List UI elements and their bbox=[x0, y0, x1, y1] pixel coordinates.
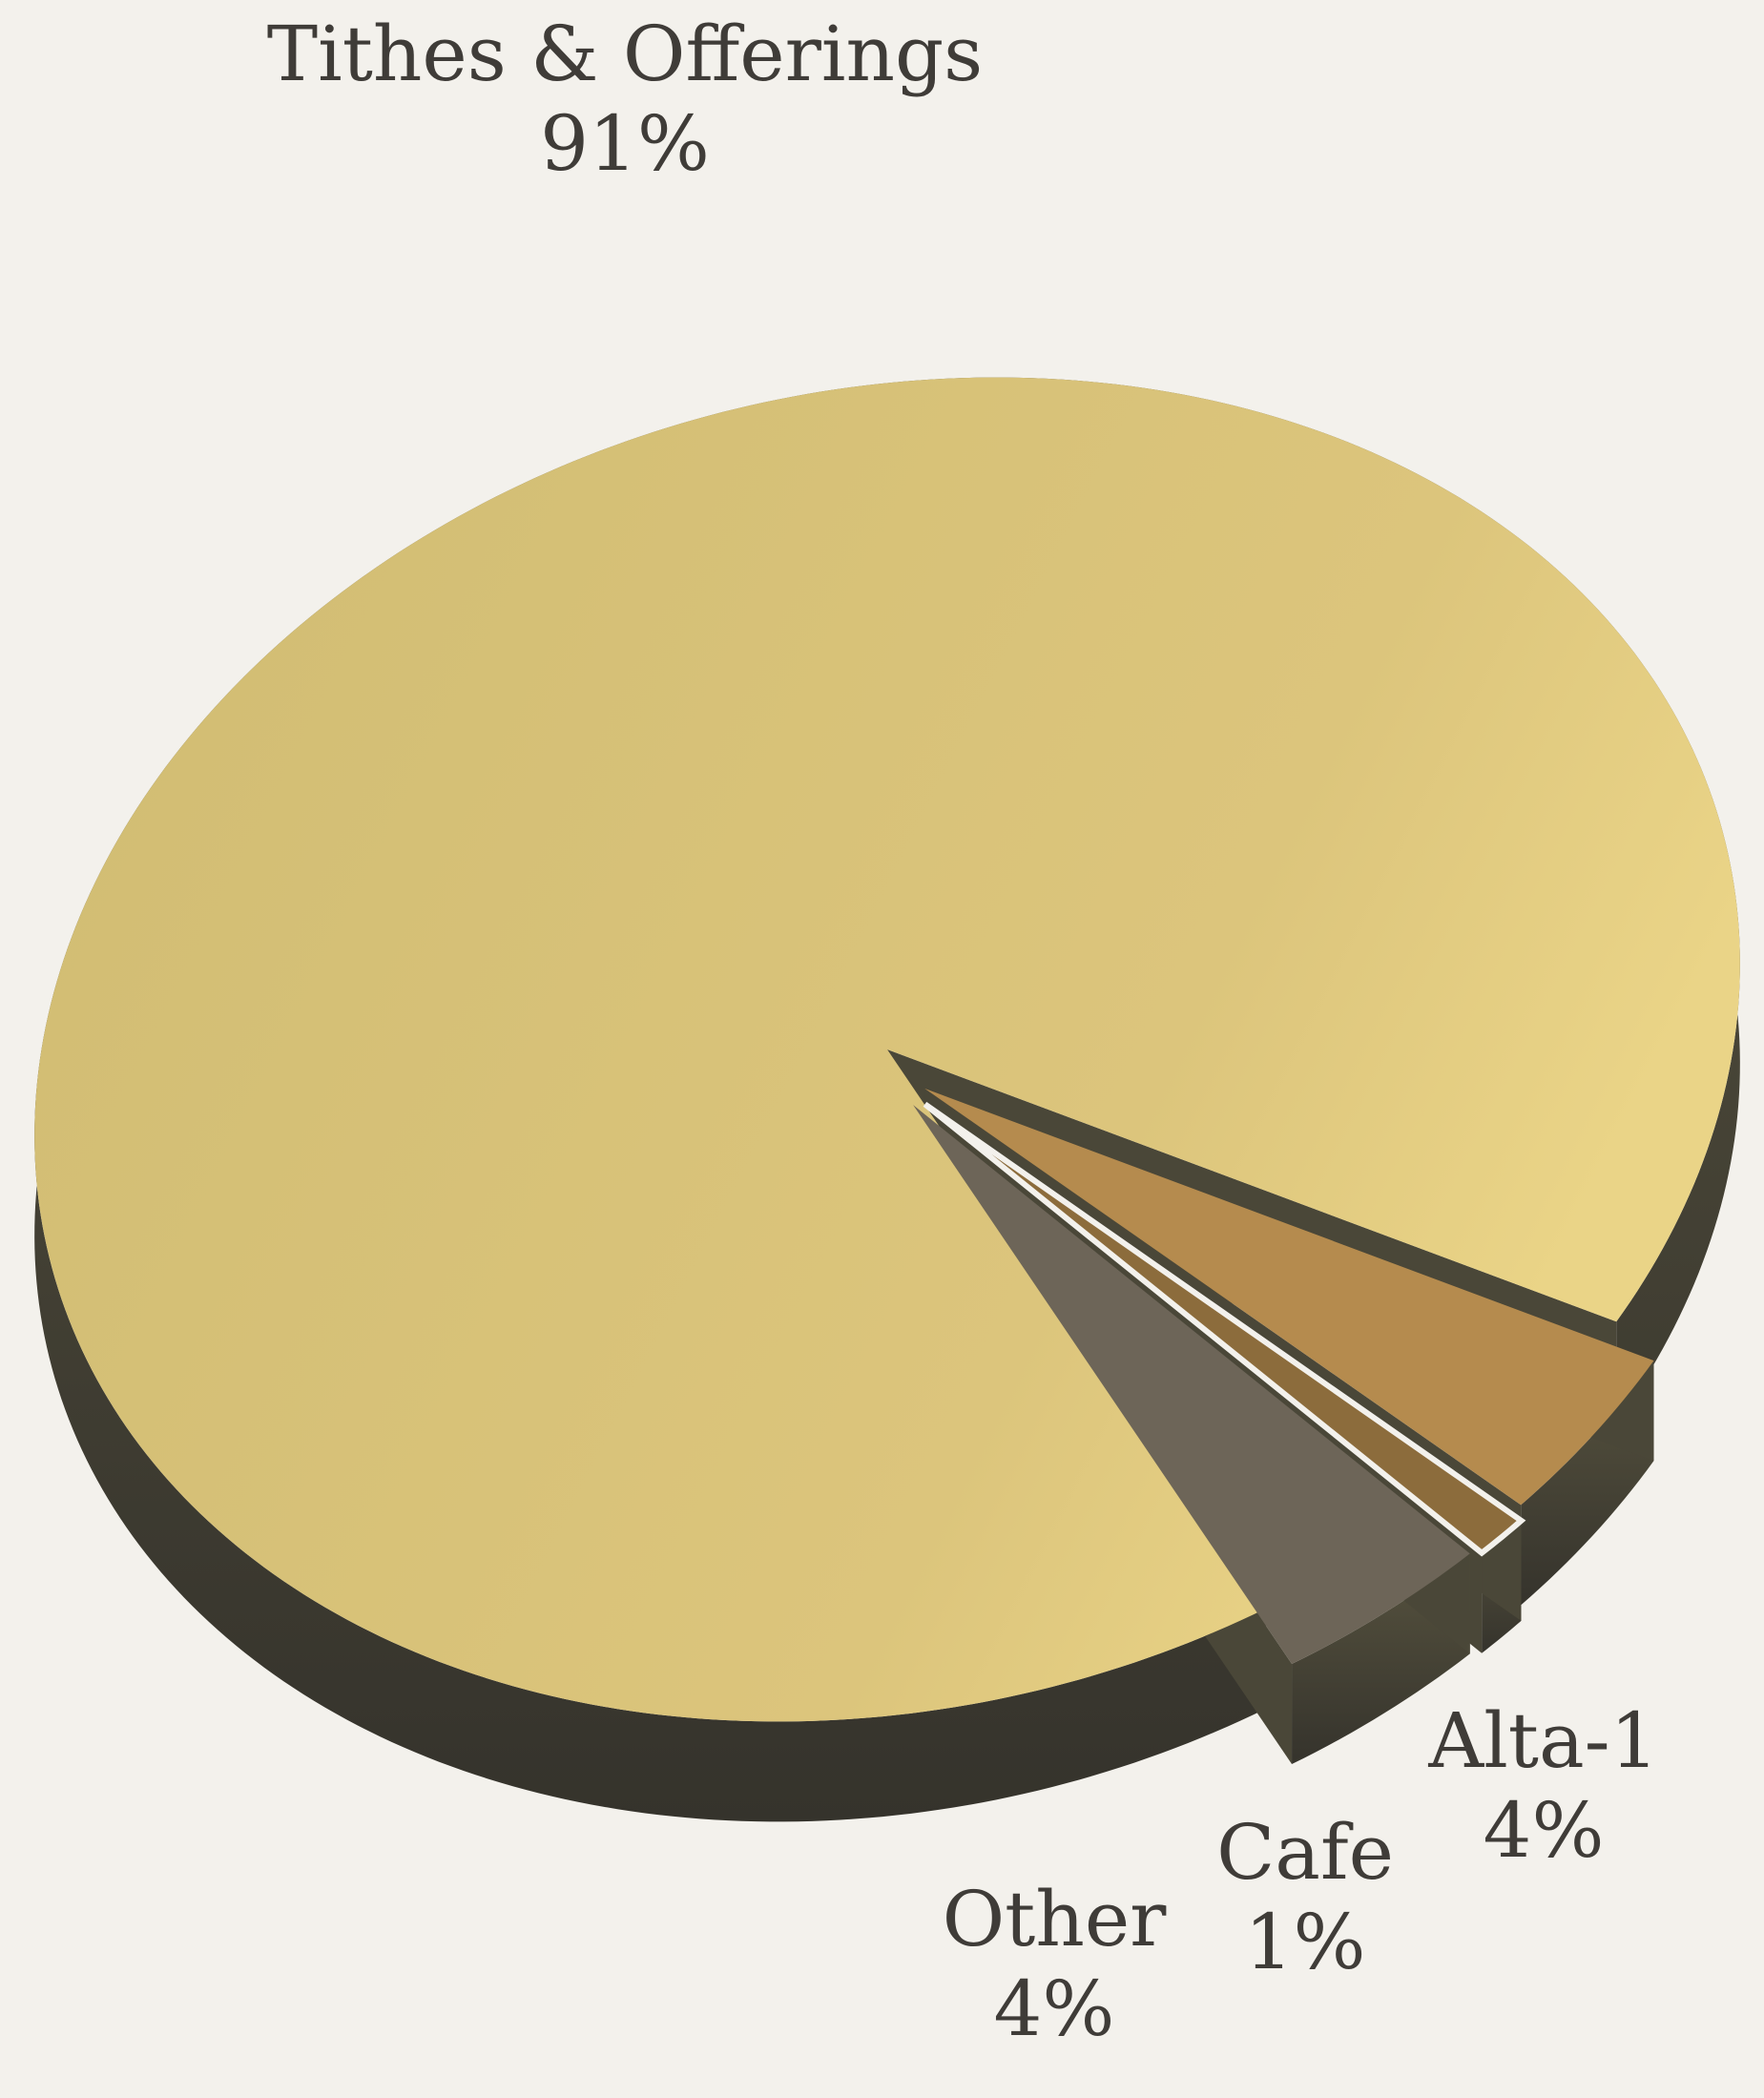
slice-alta-1 bbox=[924, 1088, 1654, 1506]
slice-label-value: 91% bbox=[540, 99, 710, 188]
slice-tithes-offerings bbox=[34, 377, 1740, 1722]
slice-cafe bbox=[923, 1101, 1526, 1557]
slice-other bbox=[913, 1105, 1470, 1665]
slice-label-value: 4% bbox=[993, 1964, 1115, 2053]
slice-label-cafe: Cafe 1% bbox=[1216, 1808, 1394, 1987]
slice-label-value: 1% bbox=[1244, 1898, 1366, 1986]
slice-label-other: Other 4% bbox=[943, 1875, 1167, 2054]
slice-label-value: 4% bbox=[1483, 1786, 1605, 1875]
slice-label-tithes-offerings: Tithes & Offerings 91% bbox=[267, 10, 983, 189]
slice-label-name: Alta-1 bbox=[1428, 1696, 1659, 1785]
slice-label-name: Cafe bbox=[1216, 1808, 1394, 1897]
slice-label-alta-1: Alta-1 4% bbox=[1428, 1696, 1658, 1876]
slice-label-name: Other bbox=[942, 1875, 1167, 1963]
slice-label-name: Tithes & Offerings bbox=[266, 10, 984, 98]
